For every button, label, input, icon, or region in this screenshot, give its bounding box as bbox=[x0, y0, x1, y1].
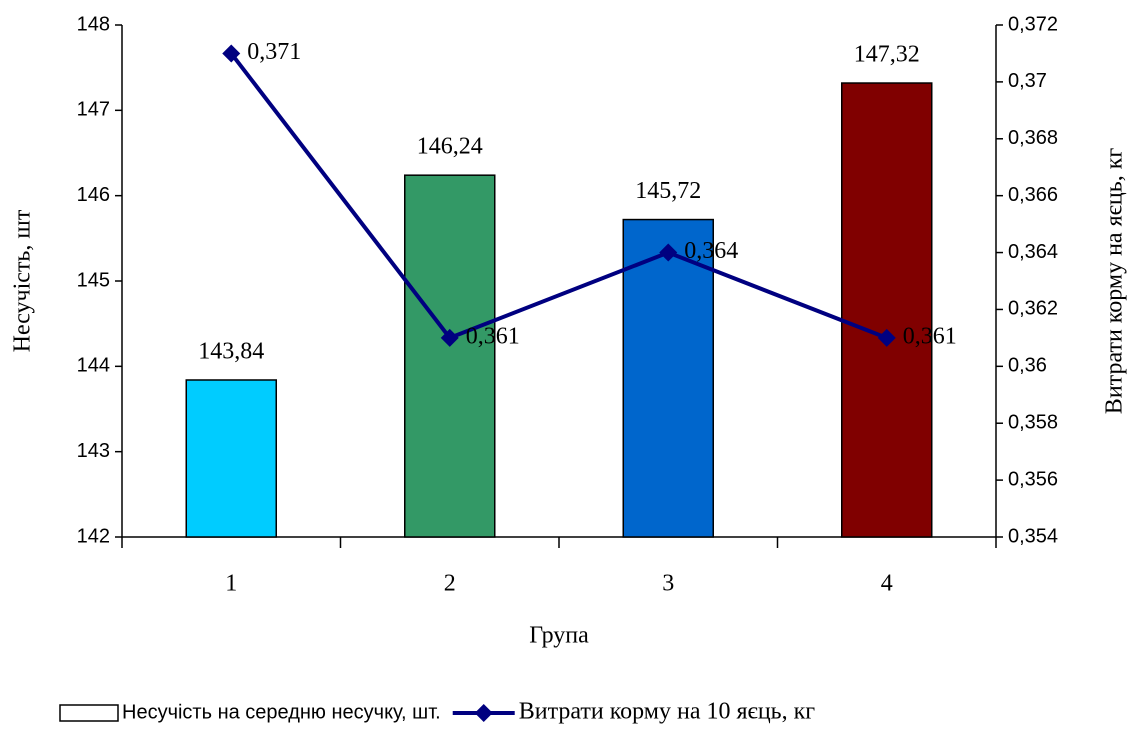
y2-tick-label: 0,366 bbox=[1008, 184, 1058, 206]
bar bbox=[622, 218, 714, 538]
x-tick-label: 2 bbox=[444, 571, 456, 597]
bar-value-label: 147,32 bbox=[854, 42, 920, 68]
y2-tick-label: 0,368 bbox=[1008, 127, 1058, 149]
line bbox=[229, 52, 888, 341]
y2-tick-label: 0,37 bbox=[1008, 70, 1047, 92]
legend-label: Несучість на середню несучку, шт. bbox=[122, 701, 441, 723]
line-value-label: 0,361 bbox=[466, 323, 520, 349]
bar bbox=[404, 174, 496, 538]
y2-tick-label: 0,356 bbox=[1008, 468, 1058, 490]
x-axis-title: Група bbox=[529, 623, 589, 649]
x-tick-label: 4 bbox=[881, 571, 893, 597]
y2-tick-label: 0,362 bbox=[1008, 298, 1058, 320]
bar-value-label: 146,24 bbox=[417, 134, 483, 160]
line-value-label: 0,361 bbox=[903, 323, 957, 349]
y2-tick-label: 0,354 bbox=[1008, 525, 1058, 547]
y-tick-label: 143 bbox=[77, 440, 110, 462]
line-marker bbox=[659, 243, 678, 262]
line-marker bbox=[440, 328, 459, 347]
x-tick-label: 1 bbox=[225, 571, 237, 597]
bar-value-label: 143,84 bbox=[198, 338, 264, 364]
y2-tick-label: 0,364 bbox=[1008, 241, 1058, 263]
legend-swatch bbox=[59, 704, 119, 722]
y-tick-label: 146 bbox=[77, 184, 110, 206]
y-tick-label: 144 bbox=[77, 355, 110, 377]
line-marker bbox=[222, 44, 241, 63]
y-axis-title: Несучість, шт bbox=[10, 209, 36, 352]
line-marker bbox=[877, 328, 896, 347]
legend-label: Витрати корму на 10 яєць, кг bbox=[519, 699, 816, 725]
y2-axis-title: Витрати корму на яєць, кг bbox=[1102, 148, 1128, 415]
line-value-label: 0,364 bbox=[684, 238, 738, 264]
bar bbox=[841, 82, 933, 538]
x-tick-label: 3 bbox=[662, 571, 674, 597]
y2-tick-label: 0,372 bbox=[1008, 13, 1058, 35]
y-tick-label: 148 bbox=[77, 13, 110, 35]
bar-value-label: 145,72 bbox=[635, 178, 701, 204]
y-tick-label: 145 bbox=[77, 269, 110, 291]
y-tick-label: 142 bbox=[77, 525, 110, 547]
legend-marker bbox=[474, 704, 493, 722]
y2-tick-label: 0,358 bbox=[1008, 412, 1058, 434]
line-value-label: 0,371 bbox=[247, 39, 301, 65]
bar bbox=[185, 379, 277, 538]
y-tick-label: 147 bbox=[77, 99, 110, 121]
y2-tick-label: 0,36 bbox=[1008, 355, 1047, 377]
